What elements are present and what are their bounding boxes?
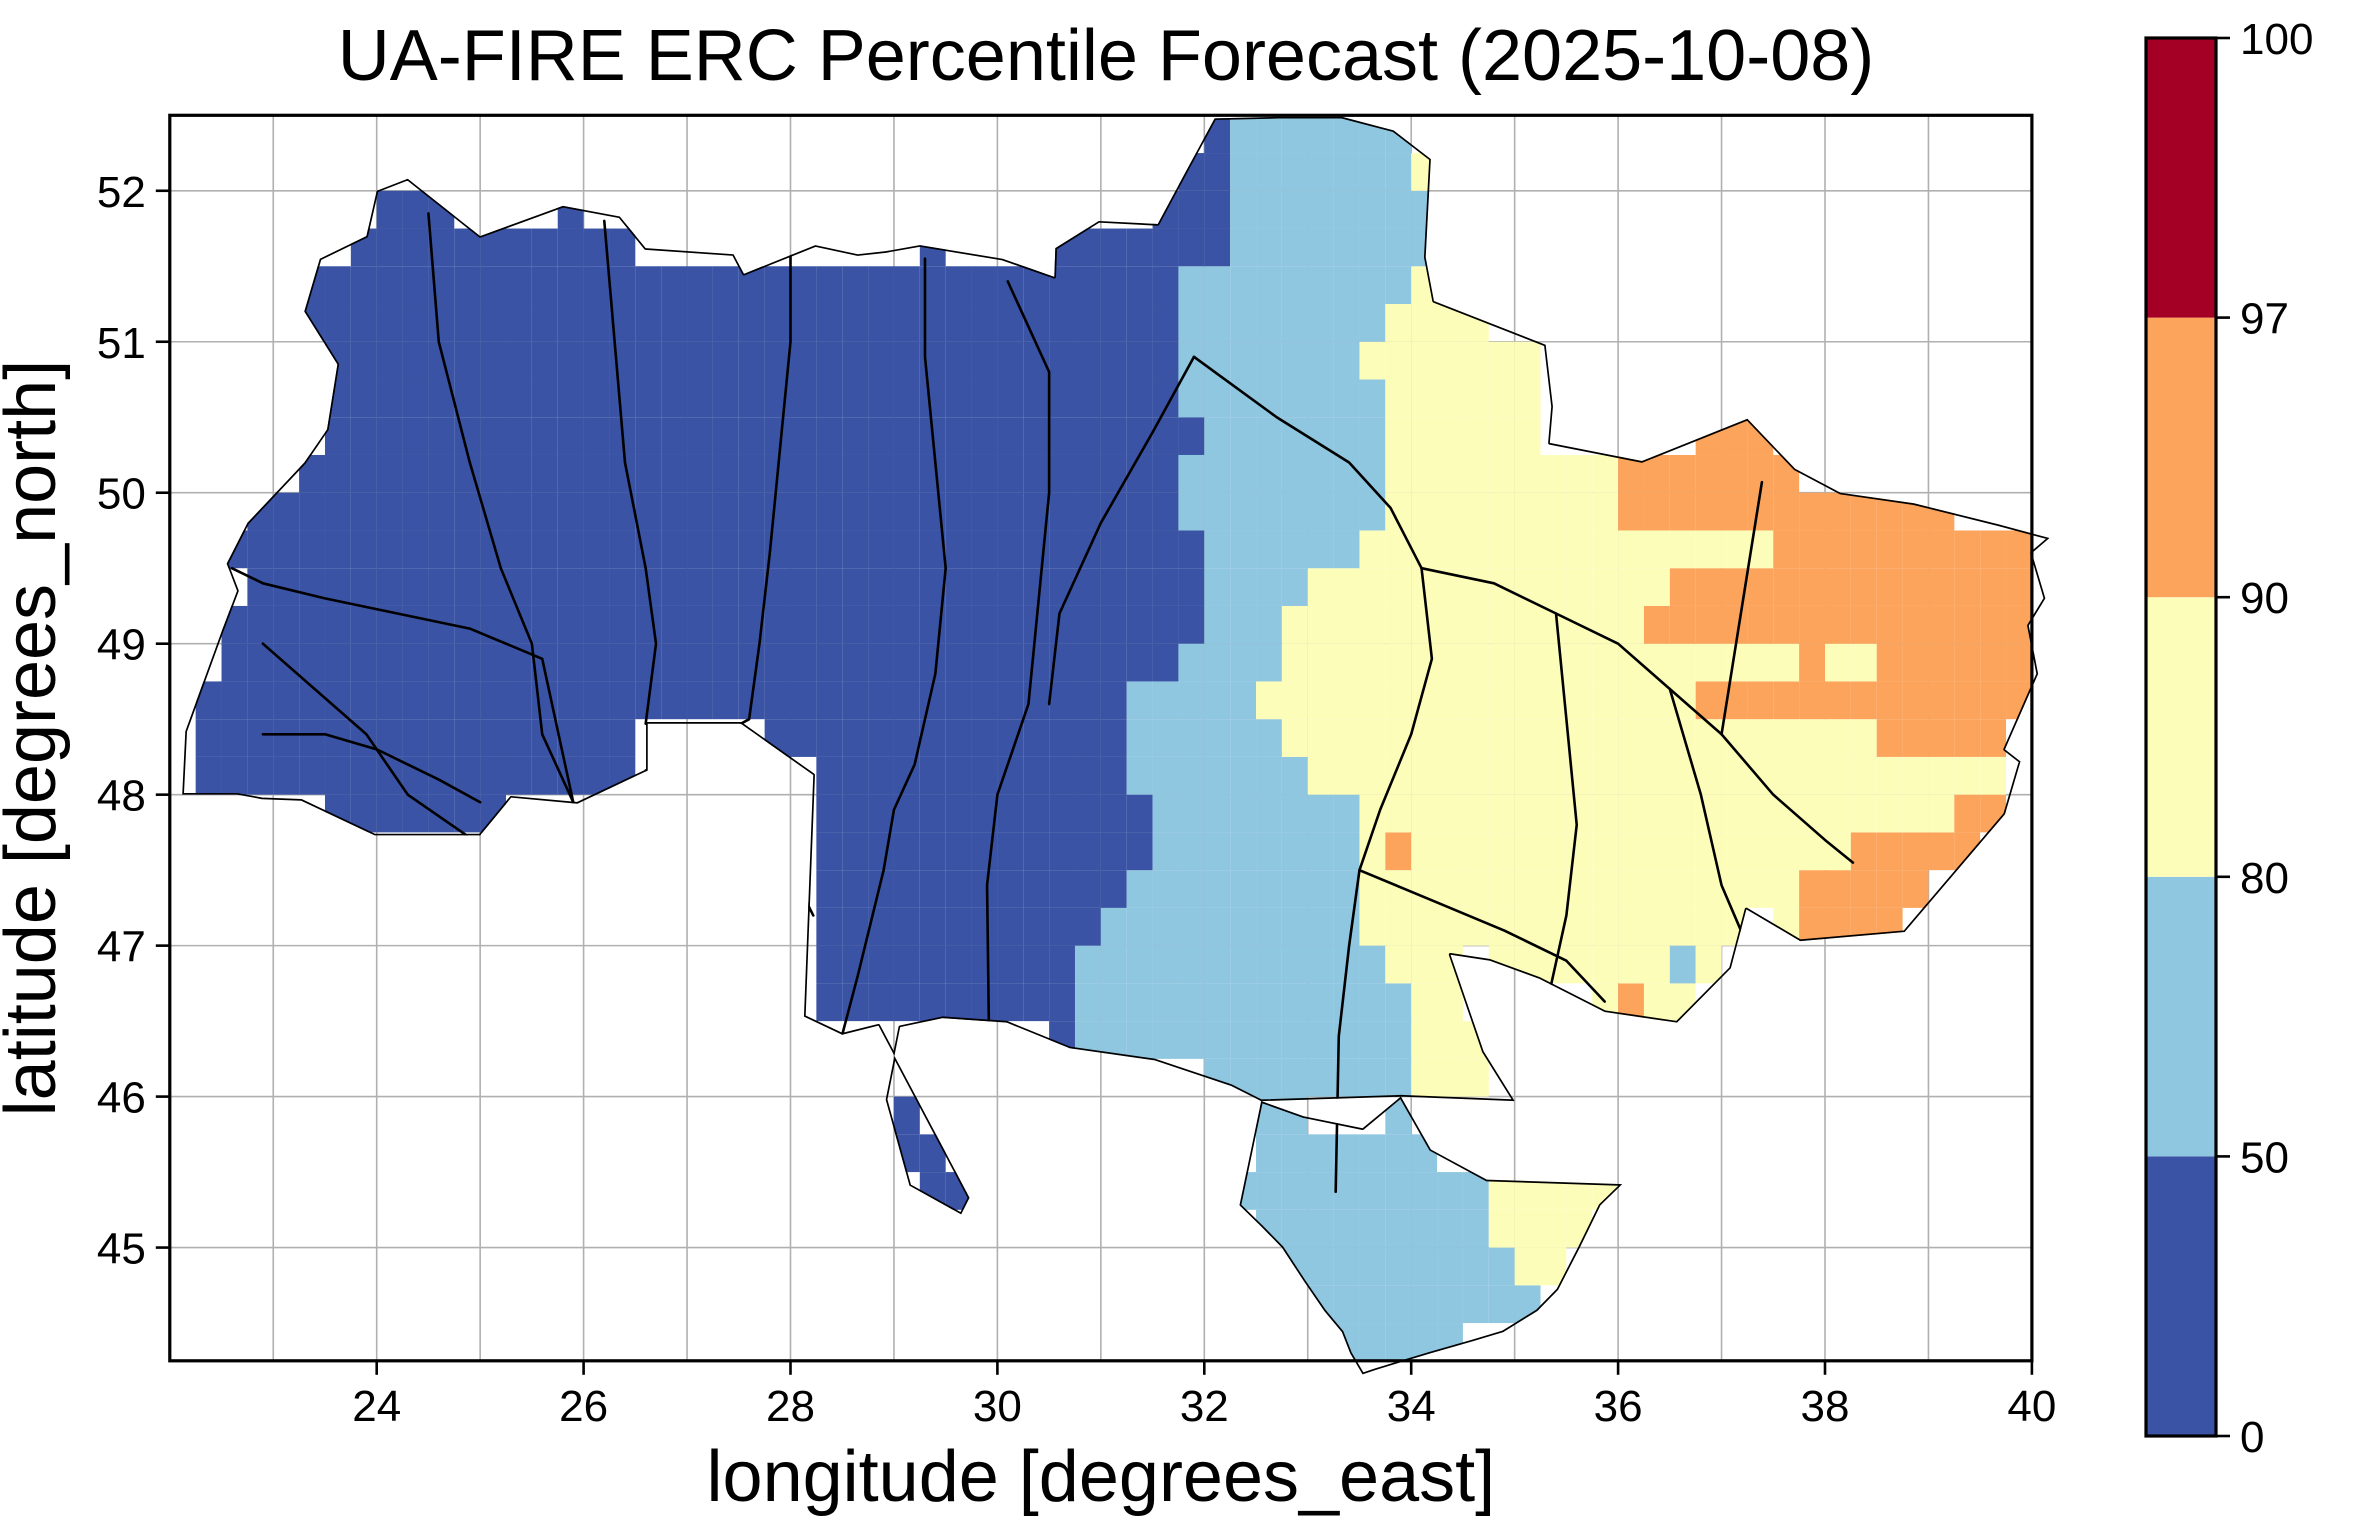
svg-text:51: 51 [97, 319, 146, 368]
svg-text:47: 47 [97, 923, 146, 972]
svg-text:52: 52 [97, 168, 146, 217]
svg-text:0: 0 [2240, 1413, 2264, 1462]
svg-text:26: 26 [559, 1382, 608, 1431]
svg-text:24: 24 [352, 1382, 401, 1431]
svg-text:45: 45 [97, 1225, 146, 1274]
svg-text:28: 28 [766, 1382, 815, 1431]
svg-text:90: 90 [2240, 574, 2289, 623]
svg-text:UA-FIRE ERC Percentile Forecas: UA-FIRE ERC Percentile Forecast (2025-10… [338, 16, 1875, 96]
svg-text:100: 100 [2240, 15, 2313, 64]
svg-text:34: 34 [1387, 1382, 1436, 1431]
svg-text:50: 50 [2240, 1133, 2289, 1182]
svg-text:49: 49 [97, 621, 146, 670]
svg-text:30: 30 [973, 1382, 1022, 1431]
svg-text:50: 50 [97, 470, 146, 519]
svg-text:40: 40 [2007, 1382, 2056, 1431]
svg-text:32: 32 [1180, 1382, 1229, 1431]
svg-text:latitude [degrees_north]: latitude [degrees_north] [0, 360, 71, 1117]
svg-text:80: 80 [2240, 854, 2289, 903]
svg-text:46: 46 [97, 1074, 146, 1123]
svg-text:36: 36 [1594, 1382, 1643, 1431]
svg-text:97: 97 [2240, 295, 2289, 344]
svg-text:48: 48 [97, 772, 146, 821]
svg-text:38: 38 [1801, 1382, 1850, 1431]
svg-text:longitude [degrees_east]: longitude [degrees_east] [707, 1437, 1496, 1517]
